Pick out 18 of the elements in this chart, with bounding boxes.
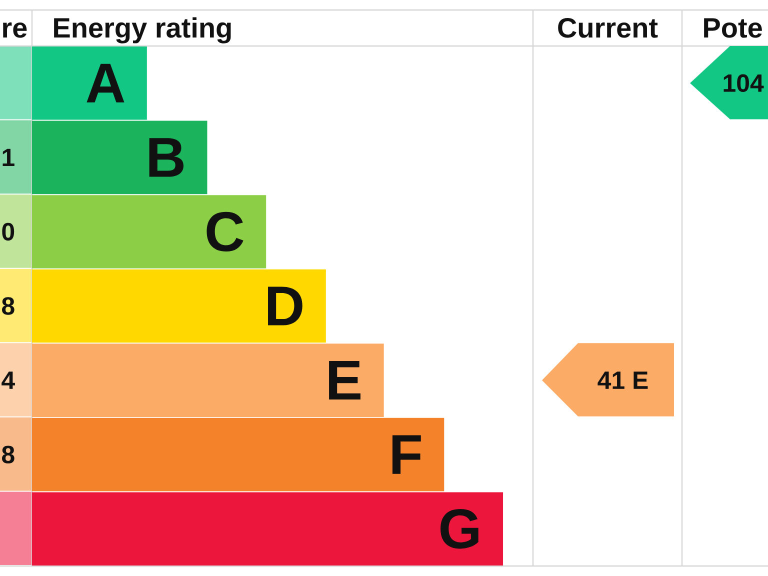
text: 104: [724, 74, 764, 92]
text: 1: [2, 148, 14, 166]
text: Current: [558, 18, 658, 38]
y-tick-label: A: [86, 64, 124, 102]
text: 8: [2, 297, 14, 315]
text: 0: [2, 222, 14, 241]
y-tick-label: E: [329, 361, 360, 400]
text: Pote: [704, 18, 762, 38]
y-tick-label: B: [149, 138, 184, 177]
text: 41 E: [598, 372, 648, 389]
y-tick-label: F: [392, 435, 421, 474]
y-tick-label: C: [206, 212, 244, 252]
text: 8: [2, 446, 14, 464]
chart-title: Energy rating: [54, 17, 231, 44]
text: 4: [2, 372, 15, 389]
y-tick-label: G: [440, 509, 478, 549]
y-tick-label: D: [268, 286, 302, 326]
text: re: [3, 22, 27, 38]
